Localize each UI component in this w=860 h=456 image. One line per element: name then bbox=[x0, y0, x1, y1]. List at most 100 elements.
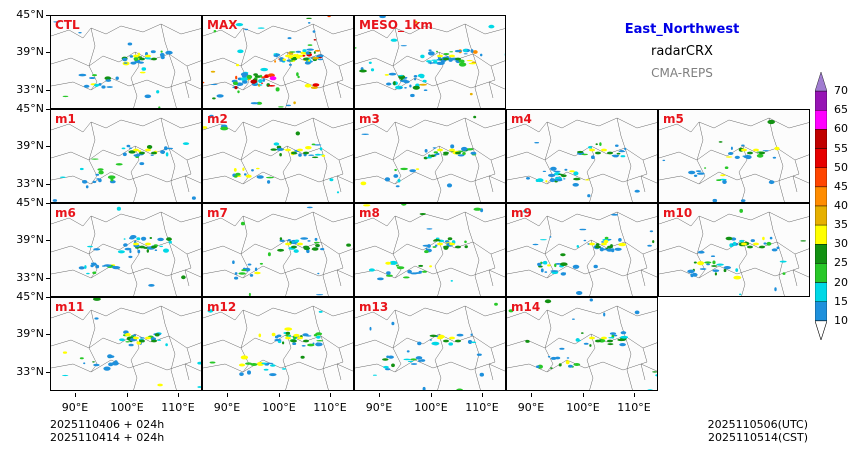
echo-cell bbox=[256, 167, 260, 170]
echo-cell bbox=[232, 260, 235, 264]
echo-cell bbox=[284, 327, 293, 331]
echo-cell bbox=[430, 154, 435, 158]
province-border bbox=[355, 333, 505, 349]
echo-core bbox=[455, 151, 461, 155]
echo-cell bbox=[296, 72, 299, 77]
echo-cell bbox=[587, 194, 591, 198]
echo-cell bbox=[468, 340, 472, 343]
echo-core bbox=[285, 148, 291, 152]
echo-cell bbox=[384, 74, 389, 76]
province-border bbox=[336, 65, 344, 99]
colorbar-level-label: 10 bbox=[834, 313, 848, 327]
echo-cell bbox=[534, 142, 540, 144]
echo-cell bbox=[540, 239, 547, 241]
echo-cell bbox=[566, 357, 570, 359]
echo-cell bbox=[544, 299, 552, 304]
echo-cell bbox=[123, 243, 128, 247]
province-border bbox=[507, 145, 657, 161]
echo-cell bbox=[739, 239, 744, 243]
echo-cell bbox=[277, 248, 285, 252]
province-border bbox=[203, 171, 353, 185]
province-border bbox=[355, 211, 505, 227]
province-border bbox=[88, 121, 98, 185]
echo-cell bbox=[282, 341, 285, 345]
echo-cell bbox=[618, 238, 622, 242]
echo-cell bbox=[577, 150, 584, 154]
longitude-tick bbox=[482, 393, 483, 397]
province-border bbox=[738, 239, 748, 296]
echo-cell bbox=[203, 126, 208, 129]
echo-cell bbox=[740, 199, 746, 202]
echo-core bbox=[291, 245, 297, 249]
province-border bbox=[130, 239, 140, 296]
echo-core bbox=[449, 148, 455, 152]
echo-core bbox=[759, 245, 765, 249]
echo-cell bbox=[110, 177, 114, 182]
ensemble-panel-m9: m9 bbox=[506, 203, 658, 297]
echo-cell bbox=[181, 275, 186, 280]
echo-cell bbox=[599, 142, 602, 146]
echo-cell bbox=[442, 154, 449, 156]
echo-cell bbox=[235, 63, 240, 67]
echo-cell bbox=[295, 50, 301, 53]
echo-cell bbox=[240, 355, 249, 360]
echo-cell bbox=[723, 268, 727, 273]
echo-core bbox=[133, 54, 139, 58]
echo-cell bbox=[197, 361, 201, 365]
echo-cell bbox=[413, 78, 417, 81]
echo-cell bbox=[254, 271, 261, 275]
province-border bbox=[240, 215, 250, 279]
echo-cell bbox=[213, 30, 217, 33]
province-border bbox=[507, 359, 657, 373]
echo-core bbox=[303, 339, 309, 343]
echo-cell bbox=[553, 170, 561, 173]
echo-cell bbox=[410, 93, 415, 98]
echo-cell bbox=[463, 53, 468, 55]
echo-cell bbox=[129, 55, 134, 58]
echo-cell bbox=[233, 175, 238, 178]
echo-cell bbox=[494, 302, 498, 306]
colorbar-level-label: 40 bbox=[834, 199, 848, 212]
longitude-tick bbox=[634, 393, 635, 397]
echo-cell bbox=[410, 358, 417, 361]
echo-cell bbox=[549, 178, 556, 183]
echo-core bbox=[437, 242, 443, 246]
echo-core bbox=[753, 242, 759, 246]
echo-cell bbox=[87, 245, 93, 248]
panel-label: CTL bbox=[55, 18, 80, 32]
panel-label: m6 bbox=[55, 206, 76, 220]
echo-cell bbox=[480, 53, 483, 57]
echo-cell bbox=[92, 180, 97, 184]
echo-cell bbox=[124, 247, 132, 251]
echo-cell bbox=[98, 83, 102, 86]
colorbar-swatch bbox=[815, 148, 827, 168]
colorbar-swatch bbox=[815, 263, 827, 283]
echo-cell bbox=[734, 155, 740, 159]
echo-cell bbox=[93, 298, 101, 301]
echo-cell bbox=[289, 51, 296, 53]
echo-core bbox=[285, 242, 291, 246]
panel-label: m10 bbox=[663, 206, 693, 220]
echo-cell bbox=[150, 50, 156, 54]
echo-cell bbox=[106, 86, 113, 88]
echo-core bbox=[443, 339, 449, 343]
echo-cell bbox=[393, 81, 396, 86]
radar-map bbox=[51, 298, 201, 390]
radar-map bbox=[203, 305, 353, 390]
echo-cell bbox=[306, 17, 312, 19]
echo-cell bbox=[139, 71, 146, 74]
echo-cell bbox=[564, 168, 568, 171]
province-border bbox=[488, 347, 496, 381]
echo-cell bbox=[415, 356, 423, 360]
province-border bbox=[203, 239, 353, 255]
echo-core bbox=[437, 148, 443, 152]
echo-core bbox=[449, 336, 455, 340]
echo-cell bbox=[456, 333, 464, 337]
echo-cell bbox=[473, 115, 477, 119]
echo-cell bbox=[238, 272, 246, 275]
echo-cell bbox=[313, 334, 318, 337]
echo-core bbox=[443, 57, 449, 61]
province-border bbox=[51, 23, 201, 39]
echo-cell bbox=[166, 237, 172, 241]
echo-cell bbox=[382, 358, 389, 361]
